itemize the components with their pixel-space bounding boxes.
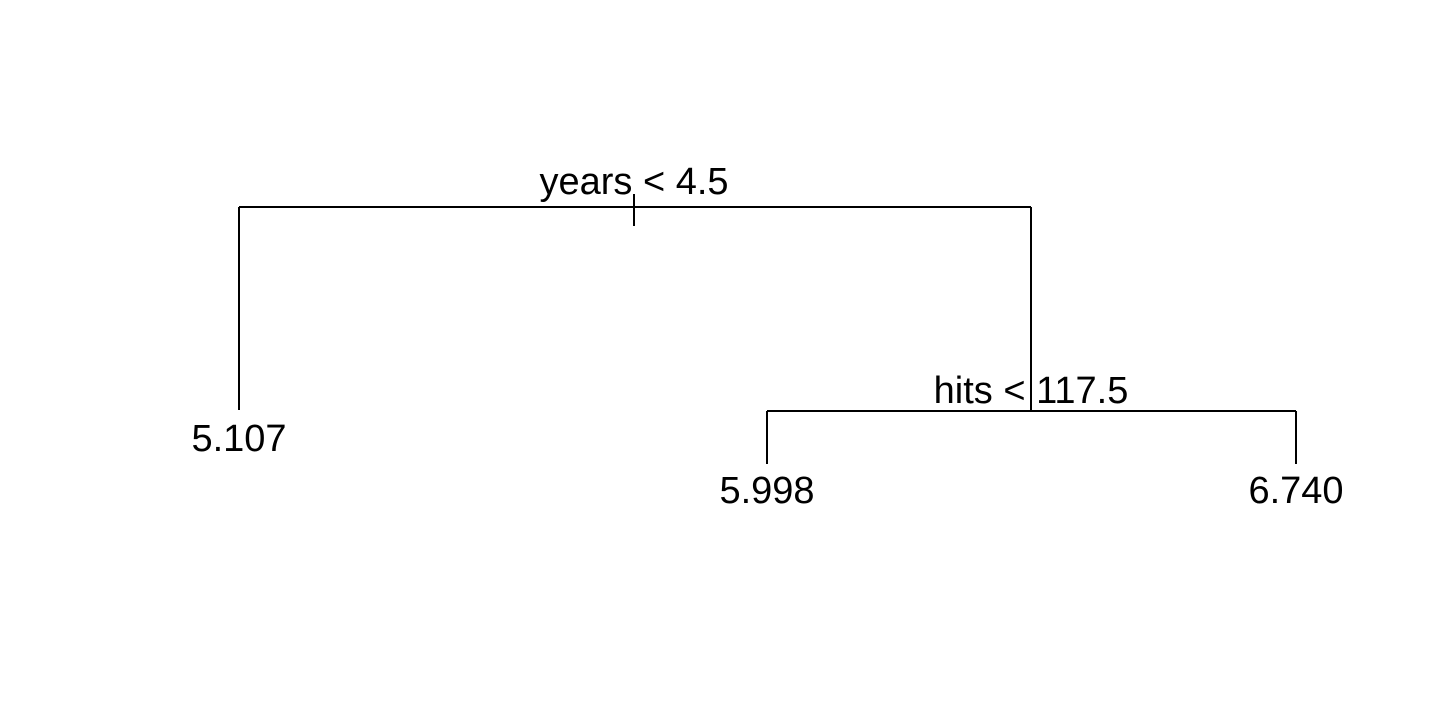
- root-split-label: years < 4.5: [539, 161, 728, 203]
- leaf-left-value: 5.107: [191, 418, 286, 460]
- leaf-right-value: 6.740: [1248, 470, 1343, 512]
- hits-split-label: hits < 117.5: [934, 370, 1129, 412]
- leaf-middle-value: 5.998: [719, 470, 814, 512]
